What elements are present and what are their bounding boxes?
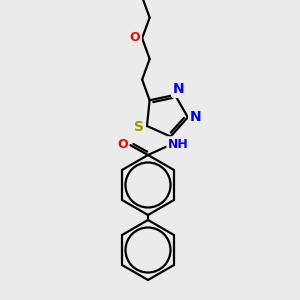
Text: N: N (173, 82, 185, 96)
Text: NH: NH (168, 137, 188, 151)
Text: O: O (118, 137, 128, 151)
Text: S: S (134, 120, 144, 134)
Text: O: O (130, 31, 140, 44)
Text: N: N (190, 110, 202, 124)
